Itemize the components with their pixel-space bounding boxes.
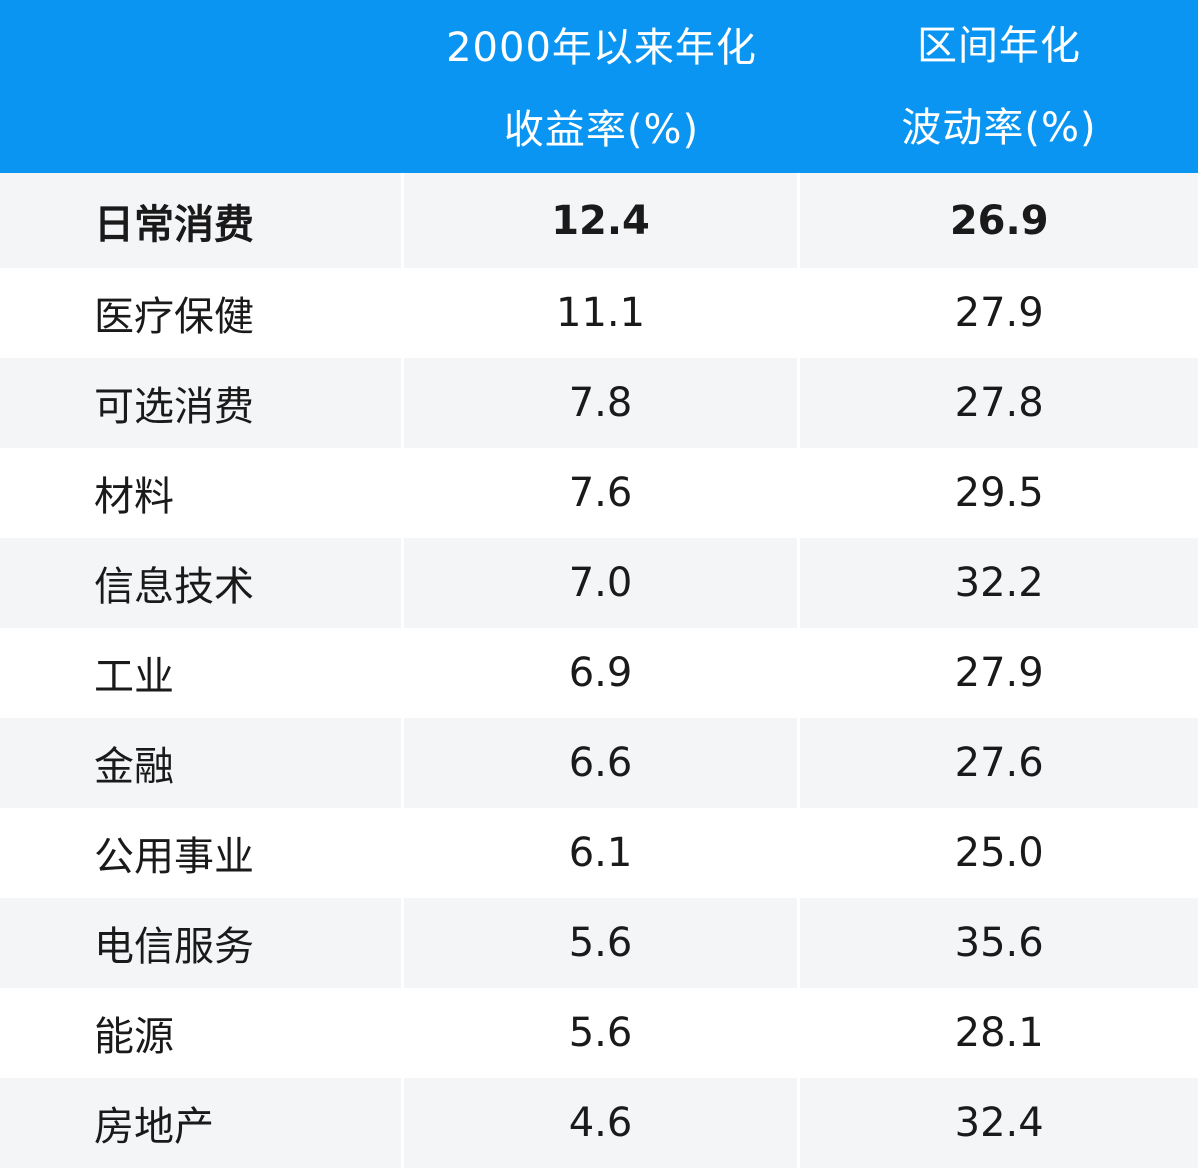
header-volatility: 区间年化 波动率(%) (800, 0, 1198, 173)
sector-name-cell: 能源 (0, 988, 401, 1078)
volatility-cell: 29.5 (800, 448, 1198, 538)
sector-name-cell: 工业 (0, 628, 401, 718)
sector-name-cell: 金融 (0, 718, 401, 808)
table-row: 能源 5.6 28.1 (0, 988, 1198, 1078)
volatility-cell: 25.0 (800, 808, 1198, 898)
volatility-cell: 27.9 (800, 628, 1198, 718)
return-cell: 5.6 (403, 898, 798, 988)
volatility-cell: 27.6 (800, 718, 1198, 808)
return-cell: 6.1 (403, 808, 798, 898)
return-cell: 5.6 (403, 988, 798, 1078)
table-row: 房地产 4.6 32.4 (0, 1078, 1198, 1168)
return-cell: 4.6 (403, 1078, 798, 1168)
volatility-cell: 26.9 (800, 173, 1198, 268)
return-cell: 6.6 (403, 718, 798, 808)
table-row: 可选消费 7.8 27.8 (0, 358, 1198, 448)
table-row: 信息技术 7.0 32.2 (0, 538, 1198, 628)
sector-name-cell: 材料 (0, 448, 401, 538)
sector-name-cell: 可选消费 (0, 358, 401, 448)
table-row: 金融 6.6 27.6 (0, 718, 1198, 808)
table-row: 工业 6.9 27.9 (0, 628, 1198, 718)
table-header: 2000年以来年化 收益率(%) 区间年化 波动率(%) (0, 0, 1198, 173)
return-cell: 6.9 (403, 628, 798, 718)
return-cell: 11.1 (403, 268, 798, 358)
return-cell: 12.4 (403, 173, 798, 268)
table-row: 电信服务 5.6 35.6 (0, 898, 1198, 988)
header-volatility-line1: 区间年化 (917, 22, 1081, 69)
table-row: 公用事业 6.1 25.0 (0, 808, 1198, 898)
header-return-line1: 2000年以来年化 (446, 24, 757, 71)
volatility-cell: 27.8 (800, 358, 1198, 448)
return-cell: 7.0 (403, 538, 798, 628)
header-volatility-line2: 波动率(%) (901, 104, 1097, 151)
volatility-cell: 27.9 (800, 268, 1198, 358)
sector-name-cell: 日常消费 (0, 173, 401, 268)
header-sector (0, 0, 403, 173)
volatility-cell: 35.6 (800, 898, 1198, 988)
sector-name-cell: 房地产 (0, 1078, 401, 1168)
volatility-cell: 28.1 (800, 988, 1198, 1078)
header-return-line2: 收益率(%) (503, 106, 700, 153)
table-row: 材料 7.6 29.5 (0, 448, 1198, 538)
header-return: 2000年以来年化 收益率(%) (403, 0, 800, 173)
sector-name-cell: 公用事业 (0, 808, 401, 898)
sector-name-cell: 电信服务 (0, 898, 401, 988)
volatility-cell: 32.4 (800, 1078, 1198, 1168)
sector-name-cell: 信息技术 (0, 538, 401, 628)
volatility-cell: 32.2 (800, 538, 1198, 628)
sector-name-cell: 医疗保健 (0, 268, 401, 358)
table-body: 日常消费 12.4 26.9 医疗保健 11.1 27.9 可选消费 7.8 27.8 材料 7.6… (0, 173, 1198, 1168)
table-row: 医疗保健 11.1 27.9 (0, 268, 1198, 358)
table-row: 日常消费 12.4 26.9 (0, 173, 1198, 268)
return-cell: 7.6 (403, 448, 798, 538)
return-cell: 7.8 (403, 358, 798, 448)
